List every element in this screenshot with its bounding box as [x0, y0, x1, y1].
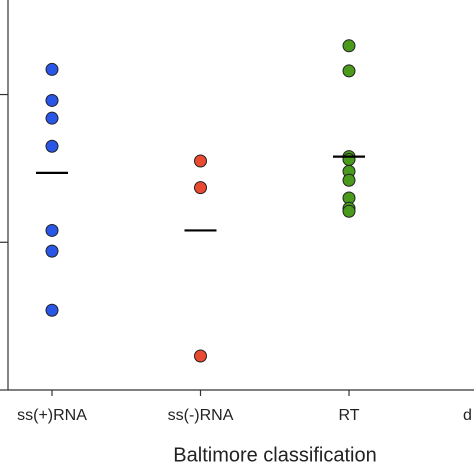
data-point: [342, 153, 356, 167]
data-point: [45, 303, 59, 317]
data-point: [194, 349, 207, 363]
data-point: [342, 64, 356, 78]
x-tick-label: d: [463, 407, 472, 424]
data-point: [194, 154, 207, 168]
data-point: [342, 173, 356, 187]
x-tick-label: ss(+)RNA: [17, 407, 87, 424]
x-axis-title: Baltimore classification: [173, 444, 376, 466]
x-tick-label: RT: [338, 407, 359, 424]
data-point: [45, 62, 59, 76]
data-point: [45, 223, 59, 237]
x-tick-label: ss(-)RNA: [168, 407, 234, 424]
data-point: [45, 244, 59, 258]
data-point: [342, 204, 356, 218]
data-point: [45, 93, 59, 107]
data-point: [194, 181, 207, 195]
data-point: [45, 111, 59, 125]
data-point: [342, 39, 356, 53]
data-point: [45, 139, 59, 153]
